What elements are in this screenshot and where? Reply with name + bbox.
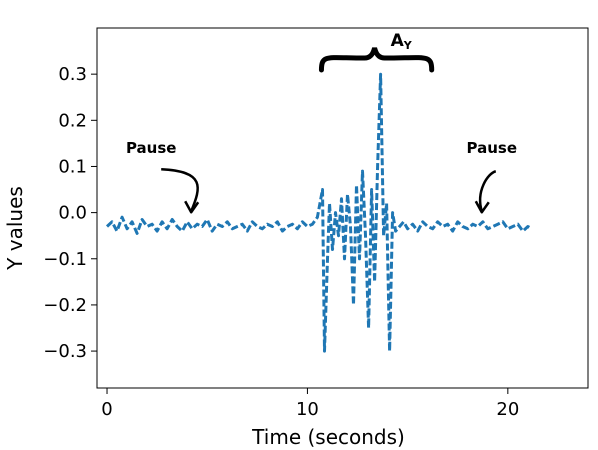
amplitude-label: AY — [391, 31, 413, 52]
pause-arrowhead — [474, 200, 490, 214]
pause-label: Pause — [126, 139, 177, 157]
y-axis-label: Y values — [3, 186, 27, 271]
x-tick-label: 20 — [496, 399, 519, 420]
series-layer — [105, 72, 533, 353]
y-tick-label: −0.3 — [43, 341, 87, 362]
y-tick-label: 0.1 — [58, 156, 87, 177]
y-tick-label: −0.2 — [43, 295, 87, 316]
x-axis-label: Time (seconds) — [251, 425, 405, 449]
pause-arrowhead — [184, 200, 200, 214]
pause-arrow — [479, 170, 497, 212]
y-tick-label: 0.2 — [58, 110, 87, 131]
pause-arrow — [161, 167, 199, 212]
y-tick-label: −0.1 — [43, 249, 87, 270]
y-tick-label: 0.3 — [58, 64, 87, 85]
annotations-layer: Pause Pause AY — [126, 31, 518, 214]
x-tick-label: 10 — [296, 399, 319, 420]
series-line — [105, 72, 533, 353]
plot-frame — [96, 27, 589, 389]
x-tick-label: 0 — [101, 399, 112, 420]
pause-label: Pause — [467, 139, 518, 157]
y-tick-label: 0.0 — [58, 203, 87, 224]
axis-ticks: 0 10 20 0.3 0.2 0.1 0.0 −0.1 −0.2 −0.3 — [43, 64, 519, 420]
plot-border — [96, 27, 589, 389]
amplitude-brace — [318, 47, 435, 73]
